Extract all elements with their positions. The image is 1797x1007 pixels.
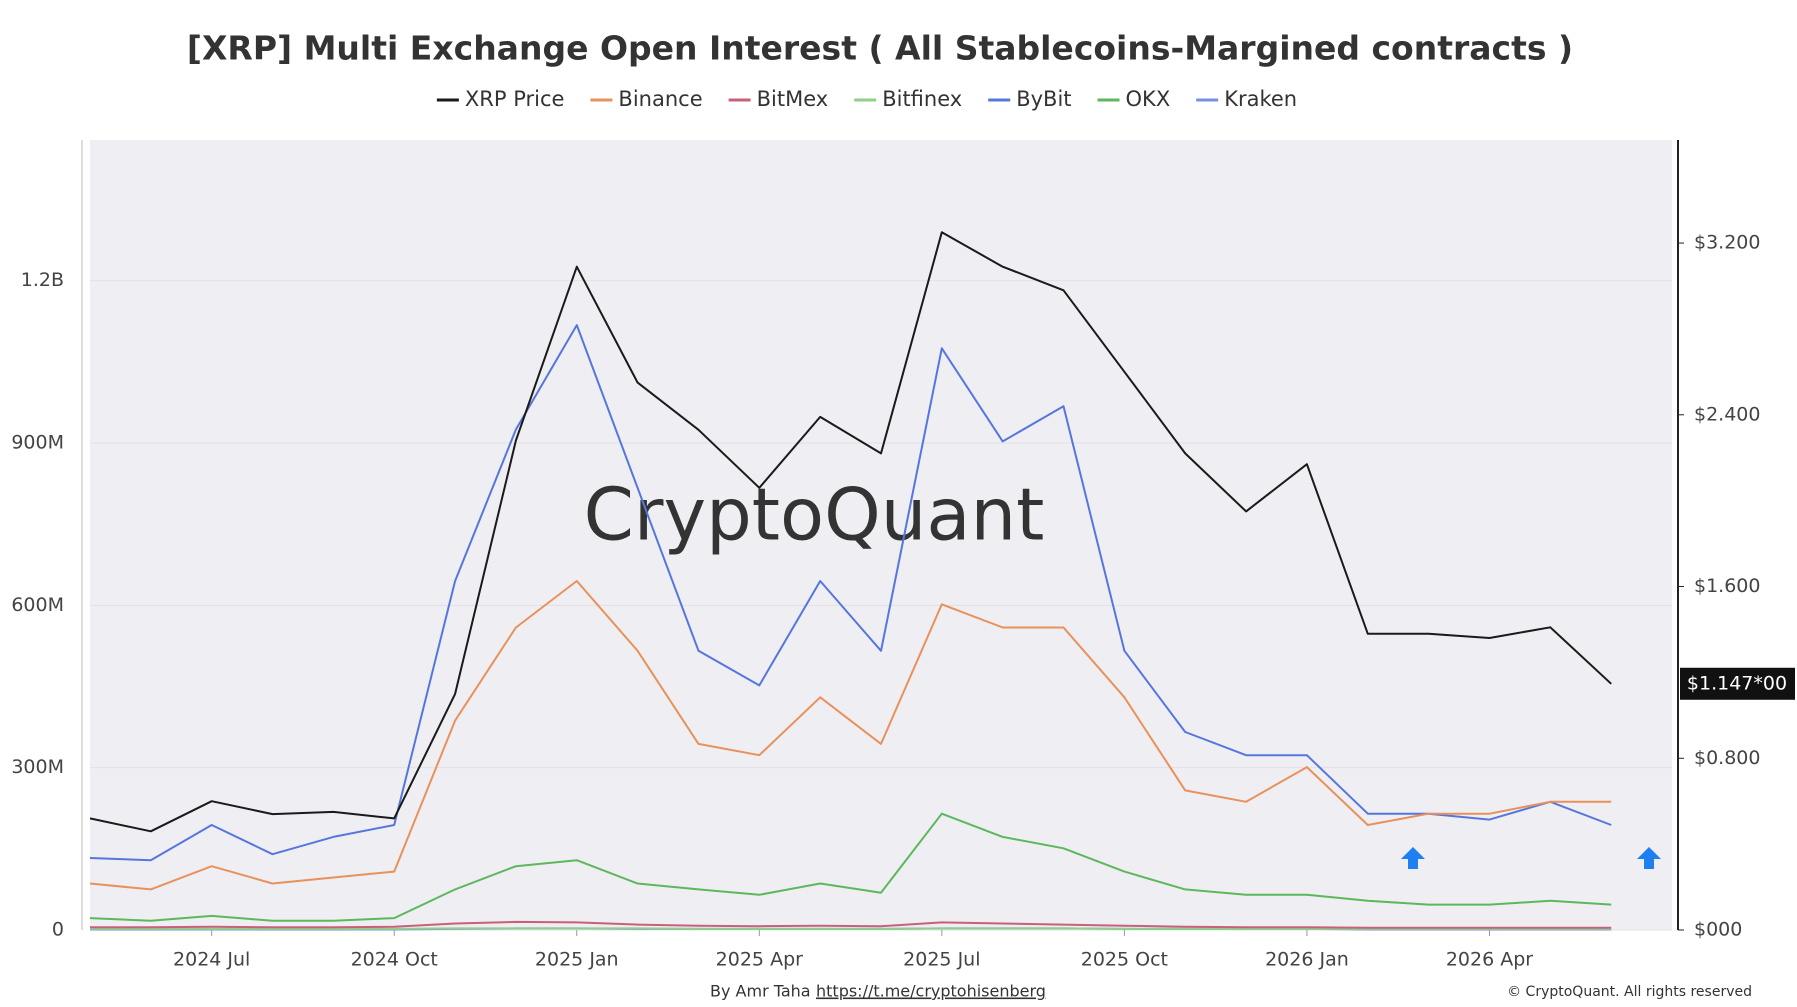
series-line — [89, 324, 1612, 862]
x-tick-label: 2026 Apr — [1446, 949, 1533, 971]
y2-tick-label: $0.800 — [1694, 747, 1760, 769]
plot-area — [90, 140, 1672, 930]
x-tick-label: 2024 Jul — [173, 949, 250, 971]
plot — [89, 231, 1672, 931]
legend-label: OKX — [1126, 87, 1171, 111]
x-tick-label: 2025 Jul — [903, 949, 980, 971]
legend-label: Binance — [618, 87, 702, 111]
series-line — [89, 231, 1612, 833]
legend-label: Bitfinex — [882, 87, 962, 111]
byline: By Amr Taha — [710, 982, 811, 1001]
x-tick-label: 2026 Jan — [1265, 949, 1349, 971]
price-label: $1.147*00 — [1687, 672, 1787, 694]
x-tick-label: 2024 Oct — [351, 949, 438, 971]
x-tick-label: 2025 Jan — [535, 949, 619, 971]
y-tick-label: 0 — [52, 919, 64, 941]
chart-title: [XRP] Multi Exchange Open Interest ( All… — [187, 29, 1573, 68]
link[interactable]: https://t.me/cryptohisenberg — [816, 982, 1046, 1001]
y2-tick-label: $2.400 — [1694, 403, 1760, 425]
series-line — [90, 920, 1612, 929]
legend-label: Kraken — [1224, 87, 1297, 111]
series-line — [89, 812, 1612, 922]
copyright: © CryptoQuant. All rights reserved — [1507, 984, 1752, 1000]
legend-label: ByBit — [1016, 87, 1071, 111]
series-line — [90, 927, 1612, 930]
x-tick-label: 2025 Apr — [716, 949, 803, 971]
legend-label: BitMex — [757, 87, 829, 111]
price-label-box — [1680, 667, 1795, 700]
x-tick-label: 2025 Oct — [1081, 949, 1168, 971]
arrow — [1401, 847, 1425, 869]
y-tick-label: 600M — [11, 594, 64, 616]
y2-tick-label: $3.200 — [1694, 232, 1760, 254]
y2-tick-label: $1.600 — [1694, 575, 1760, 597]
watermark: CryptoQuant — [584, 473, 1045, 557]
y-tick-label: 1.2B — [21, 269, 64, 291]
legend-label: XRP Price — [465, 87, 565, 111]
y2-tick-label: $000 — [1694, 919, 1742, 941]
y-tick-label: 300M — [11, 756, 64, 778]
y-tick-label: 900M — [11, 432, 64, 454]
series-line — [89, 580, 1612, 891]
arrow — [1637, 847, 1661, 869]
